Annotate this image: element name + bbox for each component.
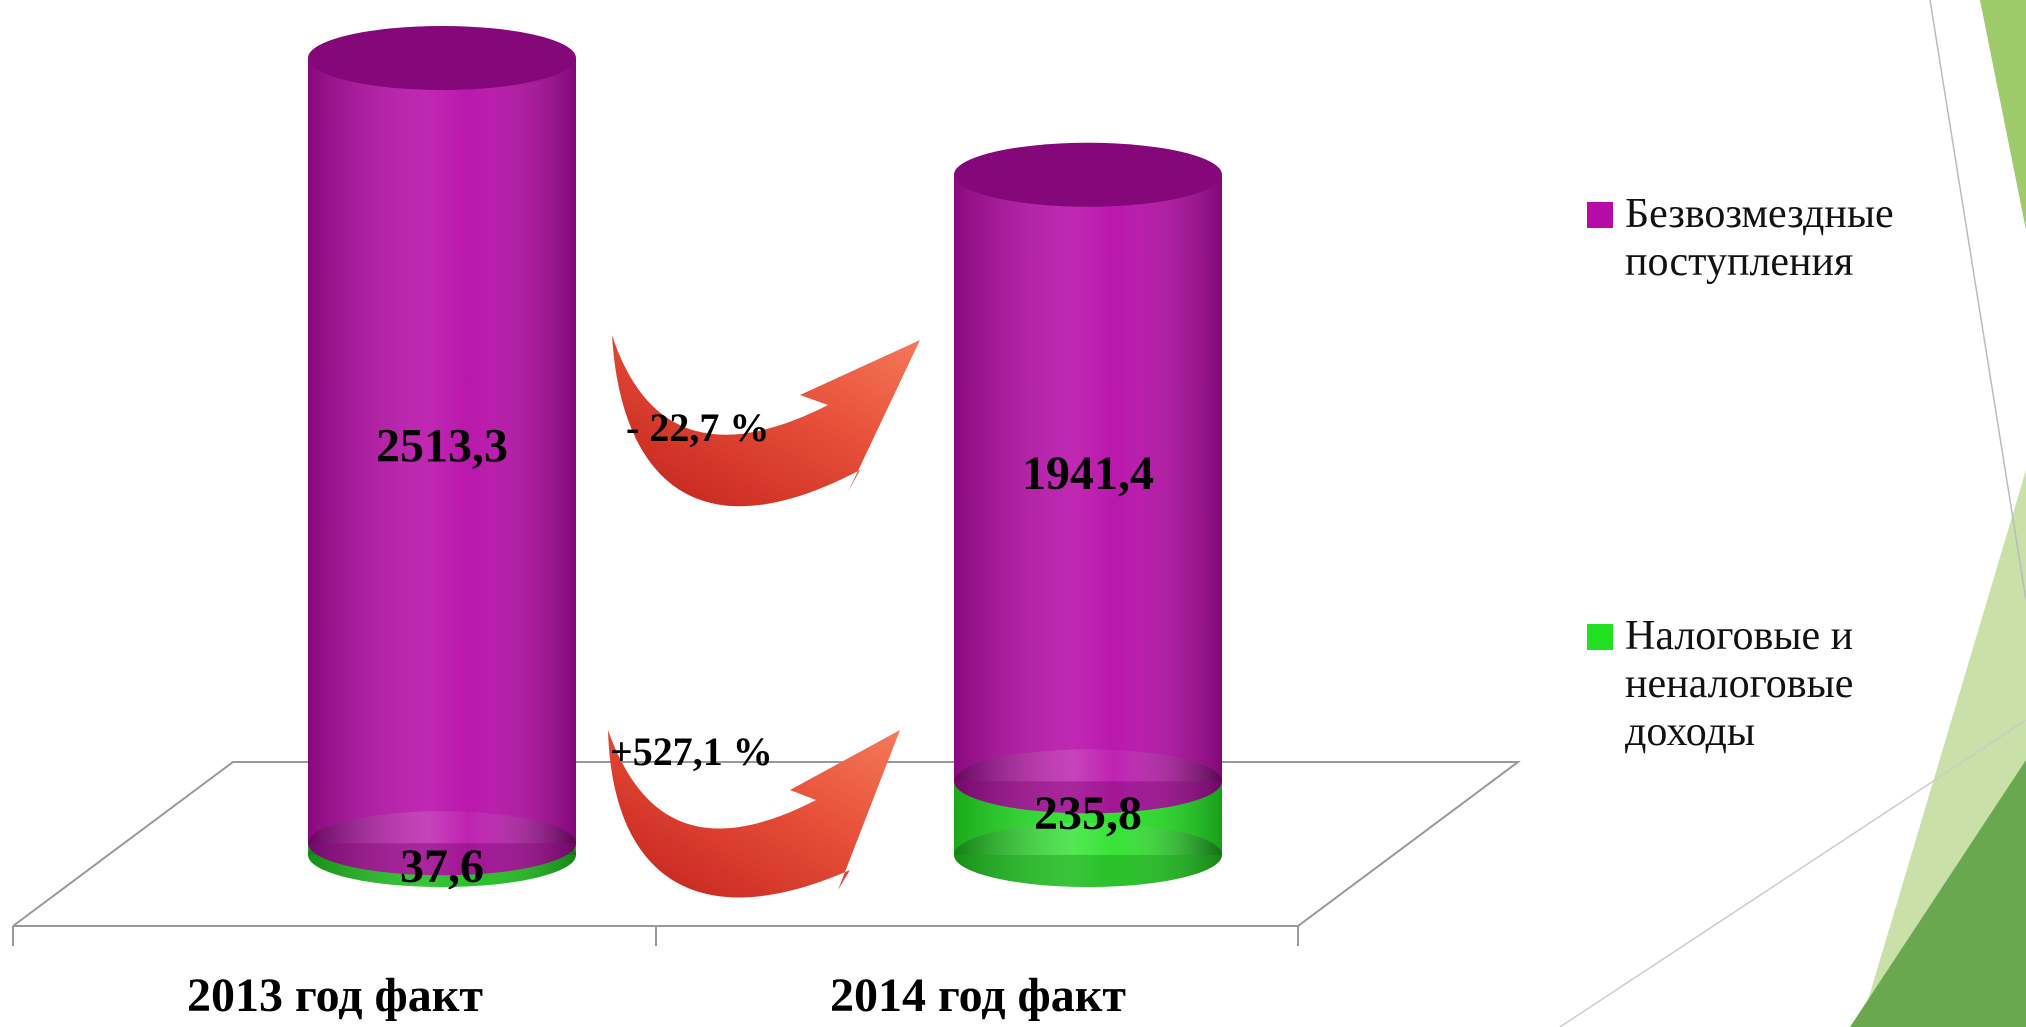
value-label: 235,8 [1034,787,1142,840]
cylinder-top [954,142,1222,207]
cylinder-bottom-shade [954,823,1222,887]
decoration [1559,0,2026,1027]
legend-label: Налоговые и неналоговые доходы [1625,613,1854,755]
legend-item: Безвозмездные поступления [1587,190,2007,286]
cylinder-bottom-shade [308,811,576,876]
cylinder-bottom-shade [954,749,1222,814]
floor [12,761,1522,946]
value-label: 37,6 [400,840,484,893]
x-tick-label: 2014 год факт [830,969,1126,1022]
bar-shade [954,174,1222,782]
annotation: - 22,7 % [626,405,769,450]
x-tick-label: 2013 год факт [187,969,483,1022]
annotation: +527,1 % [610,729,773,774]
legend-label: Безвозмездные поступления [1625,191,1894,285]
value-label: 2513,3 [376,420,508,473]
legend-swatch [1587,202,1613,228]
trend-arrow [608,730,900,898]
cylinder-top [308,26,576,90]
value-label: 1941,4 [1022,447,1154,500]
bar-shade [308,58,576,844]
legend-swatch [1587,624,1613,650]
legend-item: Налоговые и неналоговые доходы [1587,612,2007,756]
trend-arrow [612,335,920,507]
